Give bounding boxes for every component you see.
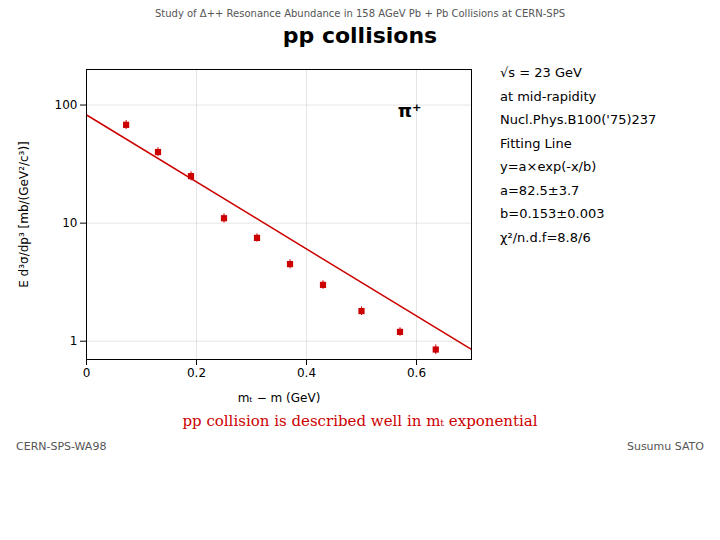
html-text:CERN-SPS-WA98: CERN-SPS-WA98 [16, 440, 107, 453]
svg-text:0: 0 [83, 366, 91, 380]
html-text:Study of Δ++ Resonance Abundan: Study of Δ++ Resonance Abundance in 158 … [154, 8, 566, 19]
svg-text:10: 10 [62, 216, 77, 230]
svg-text:100: 100 [55, 98, 78, 112]
html-text:b=0.153±0.003: b=0.153±0.003 [500, 206, 605, 222]
html-text:pp collision is described well: pp collision is described well in mₜ exp… [182, 412, 538, 430]
svg-text:π⁺: π⁺ [398, 100, 422, 121]
html-text:Fitting Line: Fitting Line [500, 135, 572, 151]
svg-text:mₜ − m (GeV): mₜ − m (GeV) [238, 391, 321, 405]
html-text:a=82.5±3.7: a=82.5±3.7 [500, 182, 580, 198]
html-text:Susumu SATO: Susumu SATO [626, 440, 704, 453]
svg-text:0.4: 0.4 [297, 366, 316, 380]
html-text:√s = 23 GeV: √s = 23 GeV [500, 65, 582, 80]
svg-text:1: 1 [70, 334, 78, 348]
html-text:Nucl.Phys.B100('75)237: Nucl.Phys.B100('75)237 [500, 112, 657, 128]
svg-text:E d³σ/dp³ [mb/(GeV²/c³)]: E d³σ/dp³ [mb/(GeV²/c³)] [17, 141, 31, 288]
svg-text:0.6: 0.6 [407, 366, 426, 380]
svg-text:0.2: 0.2 [187, 366, 206, 380]
html-text:pp collisions: pp collisions [282, 23, 438, 48]
html-text:y=a×exp(-x/b): y=a×exp(-x/b) [500, 159, 597, 175]
html-text:χ²/n.d.f=8.8/6: χ²/n.d.f=8.8/6 [500, 229, 591, 245]
html-text:at mid-rapidity: at mid-rapidity [500, 88, 597, 104]
